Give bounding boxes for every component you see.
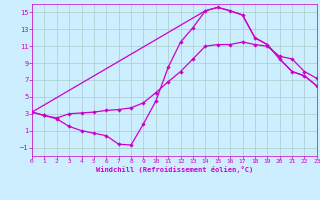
X-axis label: Windchill (Refroidissement éolien,°C): Windchill (Refroidissement éolien,°C): [96, 166, 253, 173]
